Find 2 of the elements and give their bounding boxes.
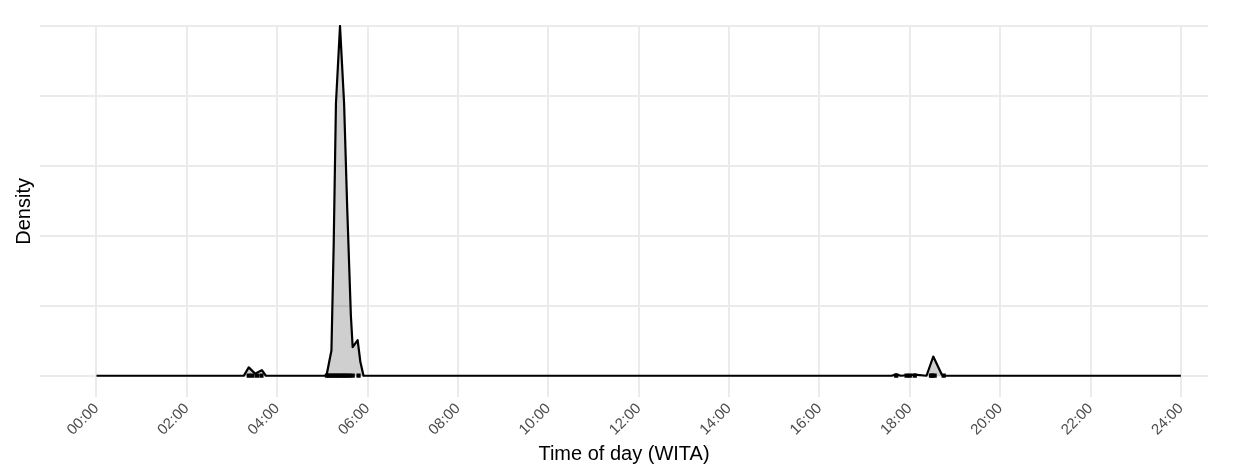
x-axis-title: Time of day (WITA) <box>538 441 710 464</box>
y-axis-title: Density <box>11 178 34 245</box>
